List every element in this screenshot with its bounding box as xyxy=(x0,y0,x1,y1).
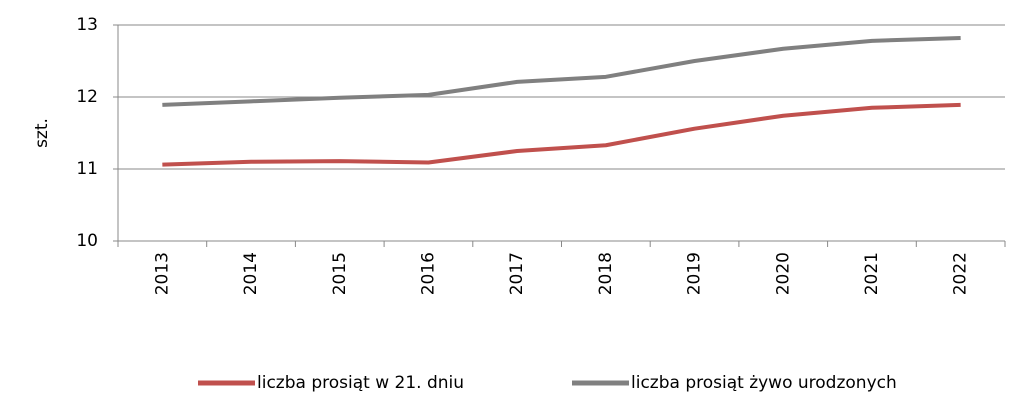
x-tick-label: 2014 xyxy=(241,252,261,295)
x-tick-label: 2019 xyxy=(685,252,705,295)
x-tick-label: 2020 xyxy=(773,252,793,295)
line-series xyxy=(162,35,961,107)
y-tick-label: 10 xyxy=(76,231,98,251)
legend-label: liczba prosiąt żywo urodzonych xyxy=(631,373,897,393)
x-tick-label: 2022 xyxy=(951,252,971,295)
line-series xyxy=(162,102,961,167)
y-tick-label: 13 xyxy=(76,15,98,35)
y-tick-label: 12 xyxy=(76,87,98,107)
legend-label: liczba prosiąt w 21. dniu xyxy=(257,373,464,393)
y-tick-label: 11 xyxy=(76,159,98,179)
x-tick-label: 2017 xyxy=(507,252,527,295)
y-axis-label: szt. xyxy=(32,118,52,148)
x-tick-label: 2018 xyxy=(596,252,616,295)
x-tick-label: 2016 xyxy=(418,252,438,295)
x-tick-label: 2015 xyxy=(330,252,350,295)
x-tick-label: 2021 xyxy=(862,252,882,295)
x-tick-label: 2013 xyxy=(152,252,172,295)
